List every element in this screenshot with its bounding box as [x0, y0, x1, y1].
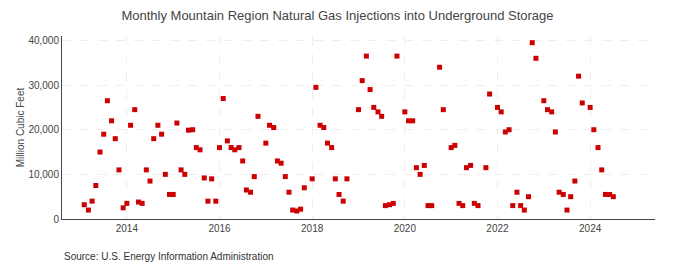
svg-text:2020: 2020 [394, 223, 417, 234]
svg-text:2024: 2024 [579, 223, 602, 234]
svg-text:Million Cubic Feet: Million Cubic Feet [15, 88, 26, 168]
svg-text:30,000: 30,000 [28, 80, 59, 91]
svg-text:40,000: 40,000 [28, 35, 59, 46]
svg-text:0: 0 [53, 214, 59, 225]
svg-text:2016: 2016 [208, 223, 231, 234]
svg-text:2014: 2014 [116, 223, 139, 234]
svg-text:10,000: 10,000 [28, 169, 59, 180]
svg-text:2018: 2018 [301, 223, 324, 234]
svg-text:Monthly Mountain Region Natura: Monthly Mountain Region Natural Gas Inje… [121, 8, 553, 23]
svg-text:20,000: 20,000 [28, 124, 59, 135]
svg-text:Source: U.S. Energy Informatio: Source: U.S. Energy Information Administ… [64, 251, 274, 262]
svg-text:2022: 2022 [486, 223, 509, 234]
